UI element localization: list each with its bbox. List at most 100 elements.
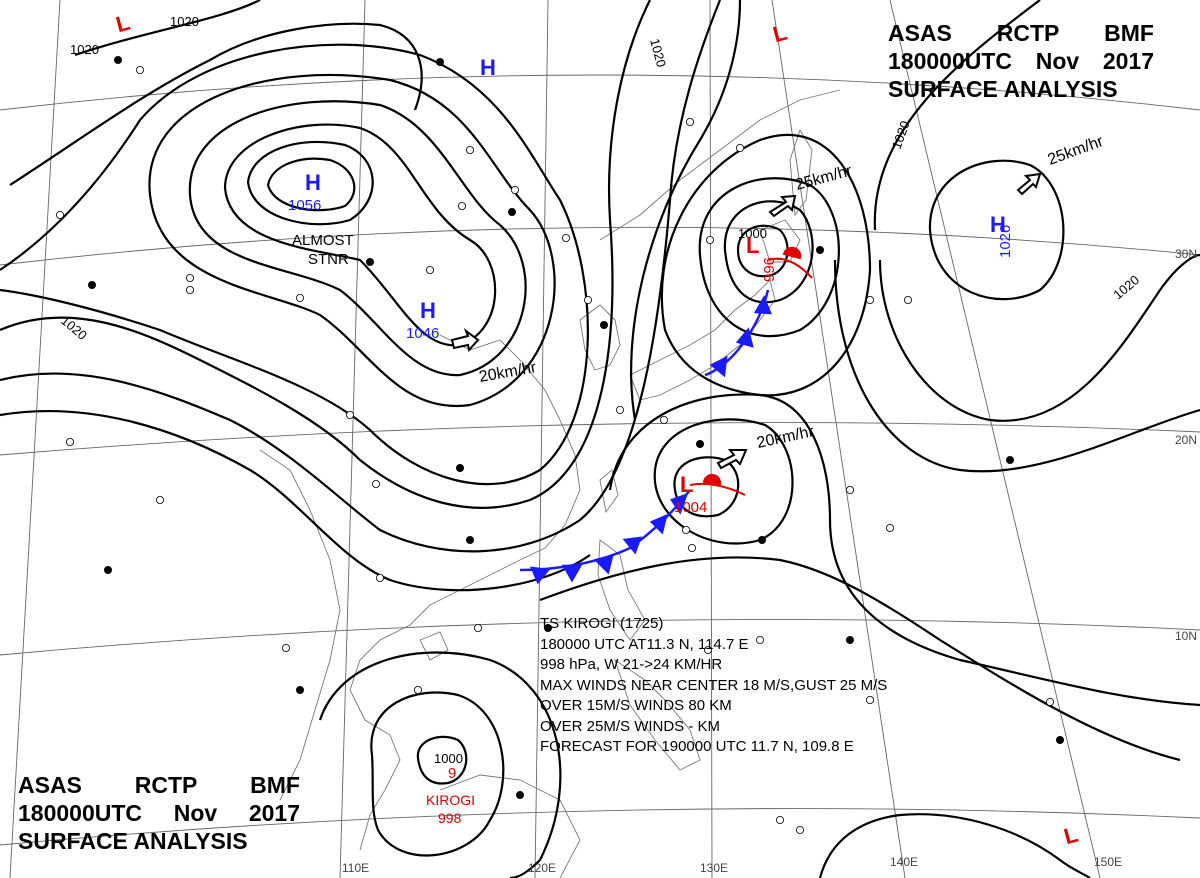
lat-label: 10N (1175, 629, 1197, 643)
almost-label: ALMOST (292, 232, 354, 249)
cold-front-north (704, 289, 772, 378)
station-marker (846, 485, 855, 494)
isobar-1020 (0, 43, 589, 486)
warm-front-bump (782, 246, 802, 260)
station-marker (88, 280, 97, 289)
station-marker (758, 536, 767, 545)
station-marker (295, 686, 304, 695)
station-marker (375, 574, 384, 583)
borneo-coast (439, 774, 581, 878)
front-tooth (622, 536, 642, 555)
motion-label-1026: 25km/hr (1046, 133, 1107, 169)
agency-code: RCTP (996, 20, 1060, 46)
isobar-label: 1020 (647, 37, 669, 69)
front-tooth (593, 554, 614, 575)
station-marker (365, 257, 374, 266)
advisory-line: 998 hPa, W 21->24 KM/HR (540, 656, 723, 673)
high-label: H (990, 212, 1006, 237)
isobar-1026-inner (928, 159, 1065, 301)
isobar (608, 393, 1200, 707)
warm-fronts (689, 246, 813, 496)
isobar-label: 1000 (738, 226, 767, 241)
taiwan-coast (599, 469, 619, 514)
isobar-1020-east (873, 0, 1041, 231)
isobar (0, 409, 591, 592)
time-stamp: 180000UTC (888, 48, 1013, 74)
isobar-label: 1020 (170, 14, 199, 29)
station-marker (56, 210, 65, 219)
station-marker (135, 66, 144, 75)
station-marker (457, 201, 466, 210)
warm-front-line (689, 482, 746, 496)
warm-front-line (767, 257, 813, 279)
station-marker (682, 526, 691, 535)
station-marker (796, 826, 805, 835)
high-value: 1046 (406, 325, 439, 342)
high-label: H (305, 170, 321, 195)
motion-arrows (450, 172, 1042, 470)
station-marker (704, 646, 713, 655)
indochina-coast (259, 449, 341, 801)
high-centers: H 1056 H 1046 H 1026 H (288, 55, 1014, 342)
isobar-label: 1020 (70, 42, 99, 57)
isobar (370, 691, 505, 857)
isobar (630, 0, 742, 421)
storm-symbol: 9 (448, 765, 456, 782)
isobar (660, 133, 872, 397)
isobar (818, 813, 1091, 878)
station-marker (413, 686, 422, 695)
station-marker (756, 636, 765, 645)
station-marker (435, 58, 444, 67)
grid-labels: 30N 20N 10N 110E 120E 130E 140E 150E (342, 247, 1197, 875)
isobar (9, 22, 423, 186)
meridian-150e (889, 0, 1101, 878)
advisory-line: TS KIROGI (1725) (540, 615, 664, 632)
motion-arrow-1046 (450, 328, 480, 353)
motion-arrow-1004 (716, 449, 748, 470)
low-value: 1004 (674, 499, 707, 516)
isobar-1000-kirogi (416, 735, 468, 785)
parallel-30n (0, 226, 1200, 266)
station-marker (866, 696, 875, 705)
motion-label-996: 25km/hr (794, 162, 855, 194)
lat-label: 20N (1175, 433, 1197, 447)
lon-label: 120E (528, 861, 556, 875)
station-marker (686, 118, 695, 127)
china-coast (349, 334, 581, 851)
month: Nov (173, 800, 218, 826)
front-tooth (670, 492, 689, 515)
station-marker (510, 185, 519, 194)
hainan-coast (419, 631, 449, 661)
isobar-996-outer (698, 177, 840, 338)
isobar-high (188, 100, 527, 377)
isobar (74, 0, 261, 57)
station-marker (544, 624, 553, 633)
station-markers (56, 56, 1065, 835)
lon-label: 150E (1094, 855, 1122, 869)
meridian-130e (709, 0, 713, 878)
agency-code: ASAS (18, 772, 82, 798)
parallel-0 (0, 808, 1200, 846)
meridian-100e (9, 0, 61, 878)
isobar-1004-inner (673, 456, 740, 518)
advisory-line: FORECAST FOR 190000 UTC 11.7 N, 109.8 E (540, 738, 854, 755)
meridian-110e (339, 0, 366, 878)
station-marker (846, 636, 855, 645)
station-marker (904, 295, 913, 304)
advisory-line: MAX WINDS NEAR CENTER 18 M/S,GUST 25 M/S (540, 676, 888, 694)
isobar (539, 556, 1181, 762)
advisory-line: OVER 25M/S WINDS - KM (540, 717, 721, 735)
agency-code: RCTP (134, 772, 198, 798)
storm-isobar-label: 1000 (434, 751, 463, 766)
header-bottom-left: ASAS RCTP BMF 180000UTC Nov 2017 SURFACE… (18, 771, 300, 855)
station-marker (736, 143, 745, 152)
low-label: L (1061, 822, 1080, 850)
time-stamp: 180000UTC (18, 800, 143, 826)
station-marker (776, 816, 785, 825)
time-row: 180000UTC Nov 2017 (18, 799, 300, 827)
station-marker (696, 439, 705, 448)
isobar (0, 0, 722, 553)
front-tooth (753, 295, 772, 315)
